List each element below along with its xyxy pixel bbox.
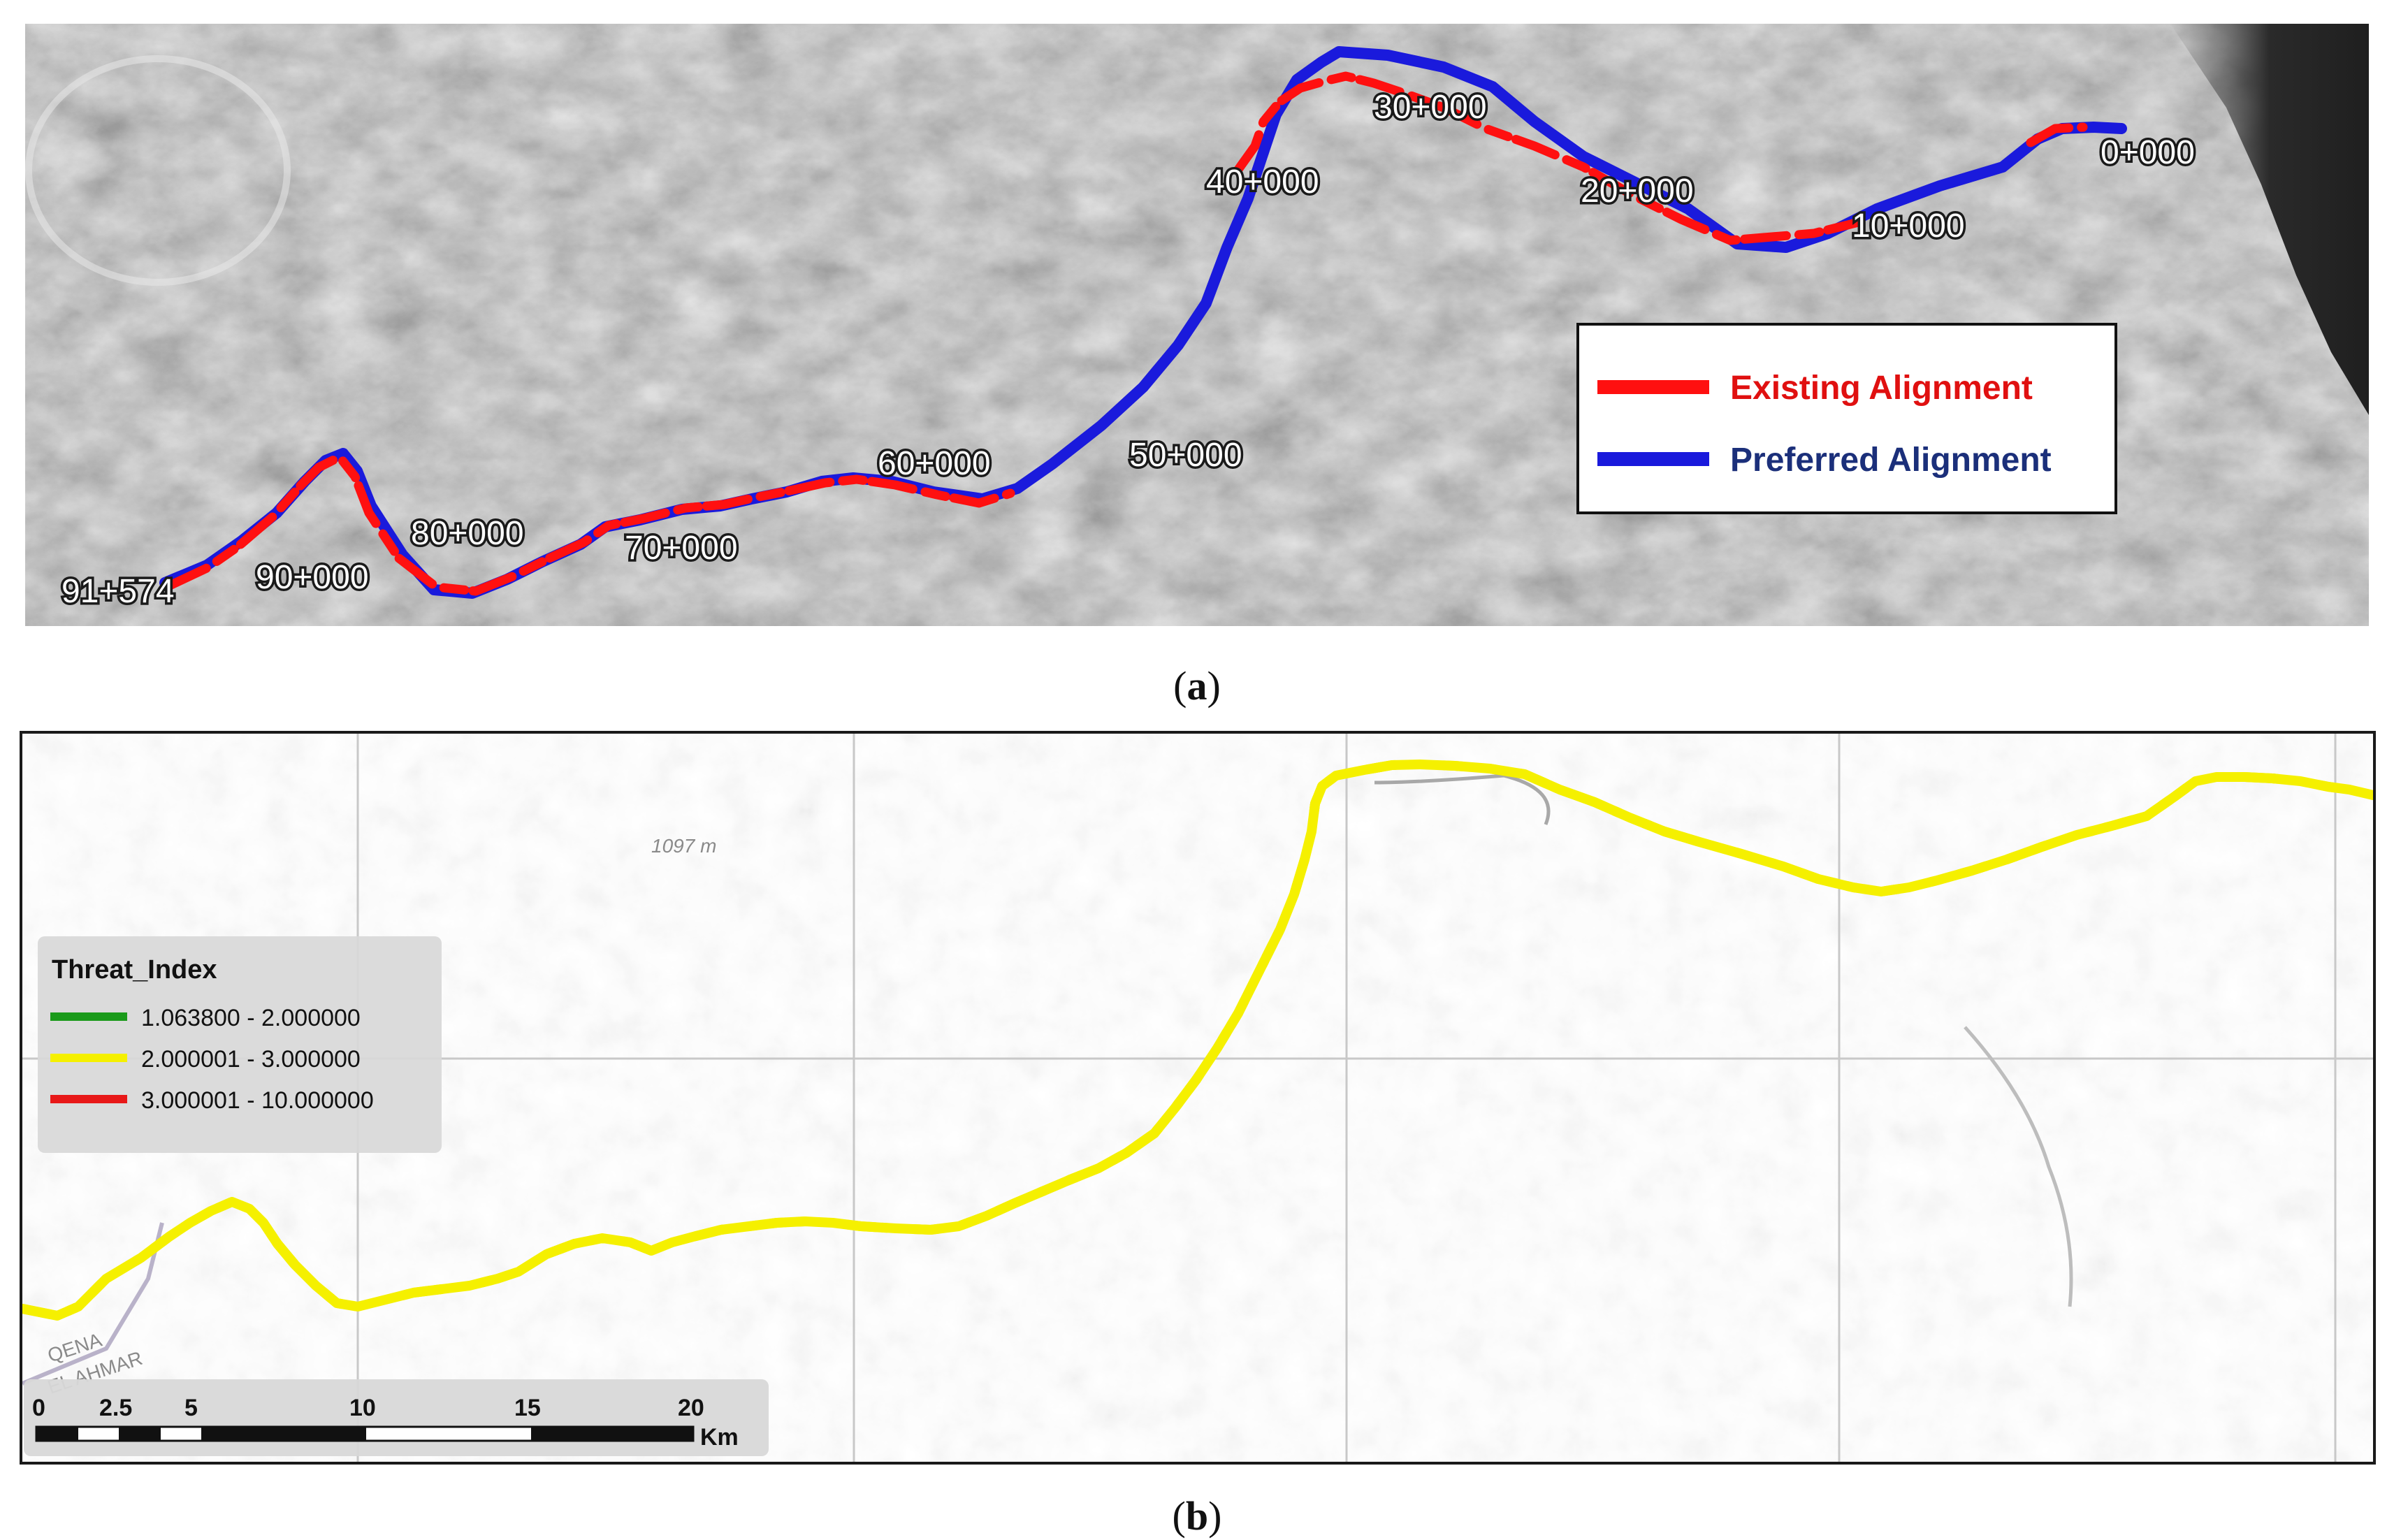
scale-tick-15: 15 xyxy=(514,1395,541,1421)
scale-bar-segments xyxy=(35,1425,695,1442)
scale-tick-2-5: 2.5 xyxy=(99,1395,132,1421)
satellite-map-panel: 0+000 10+000 20+000 30+000 40+000 50+000… xyxy=(25,24,2369,626)
wadi-line-2 xyxy=(1964,1026,2073,1307)
threat-legend: Threat_Index 1.063800 - 2.000000 2.00000… xyxy=(38,936,442,1153)
threat-index-map: 1097 m QENA EL AHMAR Threat_Index 1.0638… xyxy=(17,734,2378,1462)
chainage-91574: 91+574 xyxy=(61,573,175,610)
threat-route-base xyxy=(17,760,2378,1321)
threat-legend-box xyxy=(38,936,442,1153)
legend-label-green: 1.063800 - 2.000000 xyxy=(141,1005,361,1031)
chainage-70: 70+000 xyxy=(625,530,738,567)
chainage-20: 20+000 xyxy=(1581,173,1694,210)
caption-b: (b) xyxy=(1172,1493,1222,1539)
chainage-0: 0+000 xyxy=(2101,134,2195,171)
chainage-50: 50+000 xyxy=(1129,437,1242,474)
alignment-legend: Existing Alignment Preferred Alignment xyxy=(1576,323,2117,514)
legend-box xyxy=(1576,323,2117,514)
crater-ring xyxy=(25,55,291,286)
scale-bar: 0 2.5 5 10 15 20 Km xyxy=(24,1379,769,1456)
scale-tick-10: 10 xyxy=(349,1395,376,1421)
chainage-80: 80+000 xyxy=(411,515,524,552)
threat-index-map-panel: 1097 m QENA EL AHMAR Threat_Index 1.0638… xyxy=(17,731,2378,1465)
chainage-30: 30+000 xyxy=(1374,89,1487,126)
chainage-90: 90+000 xyxy=(256,559,369,596)
satellite-map: 0+000 10+000 20+000 30+000 40+000 50+000… xyxy=(25,24,2369,626)
scale-tick-20: 20 xyxy=(678,1395,704,1421)
chainage-labels: 0+000 10+000 20+000 30+000 40+000 50+000… xyxy=(59,87,2198,613)
legend-label-red: 3.000001 - 10.000000 xyxy=(141,1087,374,1114)
legend-label-existing: Existing Alignment xyxy=(1730,370,2033,407)
existing-alignment-line xyxy=(164,71,2088,596)
legend-label-yellow: 2.000001 - 3.000000 xyxy=(141,1046,361,1073)
scale-tick-0: 0 xyxy=(32,1395,45,1421)
scale-bar-box xyxy=(24,1379,769,1456)
chainage-60: 60+000 xyxy=(878,445,991,482)
elevation-label: 1097 m xyxy=(651,835,716,857)
caption-a: (a) xyxy=(1173,663,1221,709)
sea-area xyxy=(2170,24,2369,415)
scale-unit: Km xyxy=(700,1424,739,1451)
threat-legend-title: Threat_Index xyxy=(52,955,217,985)
scale-tick-5: 5 xyxy=(184,1395,198,1421)
legend-label-preferred: Preferred Alignment xyxy=(1730,442,2052,479)
chainage-40: 40+000 xyxy=(1206,164,1319,201)
chainage-10: 10+000 xyxy=(1852,208,1965,245)
